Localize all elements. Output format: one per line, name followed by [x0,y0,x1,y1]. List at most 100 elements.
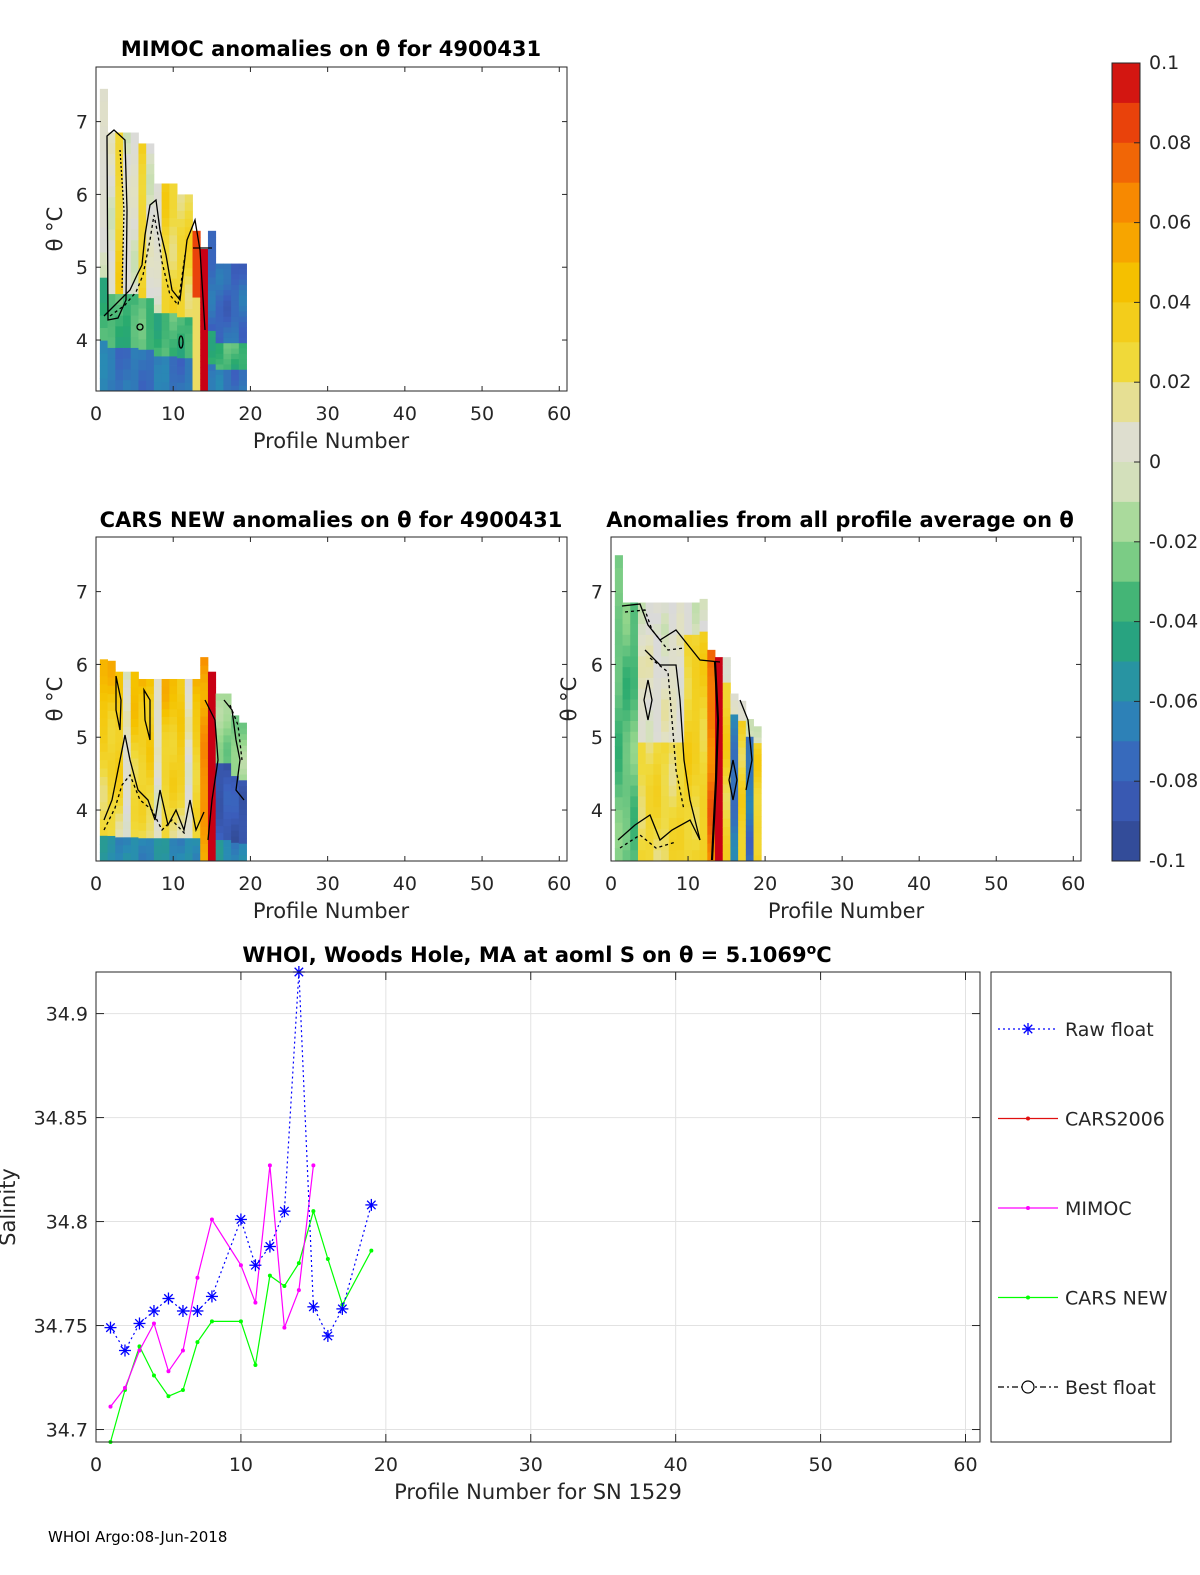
heatmap-cell [223,306,232,312]
heatmap-cell [231,290,240,296]
heatmap-cell [722,716,731,726]
heatmap-cell [630,774,639,787]
heatmap-cell [192,678,201,687]
heatmap-cell [238,791,247,798]
heatmap-cell [169,252,178,262]
heatmap-cell [138,267,147,278]
heatmap-cell [707,746,716,756]
heatmap-cell [138,709,147,718]
heatmap-cell [177,815,186,824]
heatmap-cell [614,733,623,747]
heatmap-cell [215,847,224,855]
heatmap-cell [691,667,701,679]
heatmap-cell [622,817,631,830]
heatmap-cell [715,674,724,684]
heatmap-cell [215,735,224,743]
heatmap-cell [691,688,701,700]
heatmap-cell [200,249,209,256]
point-cars-new [195,1340,200,1345]
heatmap-cell [715,767,724,777]
heatmap-cell [738,774,747,782]
heatmap-cell [161,226,170,236]
heatmap-cell [238,385,247,391]
heatmap-cell [153,724,163,733]
heatmap-cell [722,844,731,853]
heatmap-cell [691,602,701,614]
heatmap-cell [169,732,178,741]
x-tick-label: 0 [90,1454,102,1476]
heatmap-cell [99,768,108,778]
heatmap-cell [231,776,240,783]
heatmap-cell [107,735,116,745]
heatmap-cell [184,284,193,294]
heatmap-cell [238,375,247,381]
heatmap-cell [153,347,163,357]
heatmap-cell [215,369,224,376]
heatmap-cell [668,828,677,840]
heatmap-cell [223,364,232,371]
heatmap-cell [722,682,731,692]
heatmap-cell [668,742,677,754]
heatmap-cell [138,830,147,839]
heatmap-cell [231,739,240,747]
heatmap-cell [753,821,762,828]
heatmap-cell [745,760,754,767]
heatmap-cell [753,754,762,761]
heatmap-cell [177,701,186,710]
heatmap-cell [645,742,654,754]
heatmap-cell [130,750,139,759]
heatmap-cell [637,720,647,733]
heatmap-cell [161,777,170,786]
heatmap-cell [231,327,240,334]
heatmap-cell [614,720,623,734]
heatmap-cell [215,833,224,841]
heatmap-cell [637,688,647,700]
heatmap-cell [192,364,201,372]
heatmap-cell [146,298,155,309]
point-cars-new [151,1373,156,1378]
heatmap-cell [630,742,639,754]
heatmap-cell [130,369,139,381]
heatmap-cell [192,344,201,352]
heatmap-cell [231,353,240,360]
heatmap-cell [630,667,639,679]
heatmap-cell [184,325,193,335]
heatmap-cell [699,620,708,633]
heatmap-cell [668,720,677,733]
colorbar-tick-label: 0.1 [1149,52,1179,74]
heatmap-cell [130,261,139,273]
heatmap-cell [184,251,193,261]
heatmap-cell [676,774,685,787]
heatmap-cell [123,347,132,360]
heatmap-cell [661,731,670,743]
heatmap-cell [722,776,731,785]
x-tick-label: 30 [316,403,340,425]
heatmap-cell [138,298,147,309]
heatmap-cell [115,143,124,155]
heatmap-cell [745,801,754,809]
heatmap-cell [177,382,186,391]
heatmap-cell [215,812,224,820]
heatmap-cell [130,154,139,166]
heatmap-cell [684,602,693,614]
cars-contours [103,675,245,841]
heatmap-cell [184,366,193,376]
heatmap-cell [645,602,654,614]
heatmap-cell [753,765,762,772]
heatmap-cell [153,287,163,297]
heatmap-cell [614,580,623,594]
heatmap-cell [192,724,201,733]
heatmap-cell [699,598,708,611]
heatmap-cell [215,263,224,270]
point-cars-new [180,1388,185,1393]
heatmap-cell [207,350,217,359]
heatmap-cell [115,347,124,360]
heatmap-cell [622,645,631,657]
heatmap-cell [200,682,209,692]
heatmap-cell [691,774,701,787]
heatmap-cell [107,218,116,230]
heatmap-cell [107,337,116,349]
heatmap-cell [107,669,116,678]
heatmap-cell [223,840,232,848]
heatmap-cell [231,300,240,307]
